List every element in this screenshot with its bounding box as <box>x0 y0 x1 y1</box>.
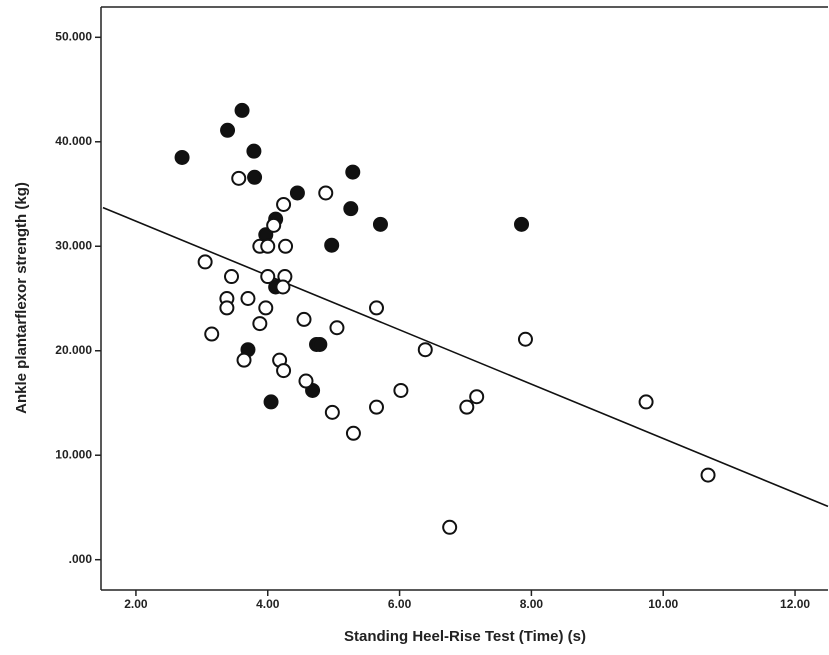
point <box>220 122 236 138</box>
x-tick-label: 4.00 <box>256 597 280 611</box>
point <box>204 326 220 342</box>
point <box>469 389 485 405</box>
point <box>258 300 274 316</box>
point <box>252 316 268 332</box>
point <box>174 149 190 165</box>
point <box>266 217 282 233</box>
point <box>275 279 291 295</box>
point <box>329 320 345 336</box>
fit-line <box>102 206 829 508</box>
point <box>236 352 252 368</box>
point <box>276 363 292 379</box>
point <box>197 254 213 270</box>
point <box>219 300 235 316</box>
point <box>234 102 250 118</box>
point <box>289 185 305 201</box>
point <box>298 373 314 389</box>
point <box>459 399 475 415</box>
point <box>345 164 361 180</box>
point <box>231 170 247 186</box>
point <box>393 382 409 398</box>
point <box>296 311 312 327</box>
point <box>343 201 359 217</box>
point <box>369 399 385 415</box>
y-axis-title: Ankle plantarflexor strength (kg) <box>13 182 30 414</box>
point <box>260 269 276 285</box>
x-tick-label: 8.00 <box>520 597 544 611</box>
y-tick-label: 50.000 <box>55 29 92 43</box>
point <box>276 196 292 212</box>
point <box>260 238 276 254</box>
point <box>514 216 530 232</box>
point <box>517 331 533 347</box>
x-tick-label: 2.00 <box>124 597 148 611</box>
point <box>263 394 279 410</box>
point <box>700 467 716 483</box>
point <box>318 185 334 201</box>
point <box>246 143 262 159</box>
point <box>372 216 388 232</box>
point <box>278 238 294 254</box>
x-tick-label: 6.00 <box>388 597 412 611</box>
point <box>417 342 433 358</box>
x-axis-title: Standing Heel-Rise Test (Time) (s) <box>344 628 586 645</box>
y-tick-label: 30.000 <box>55 238 92 252</box>
point <box>324 237 340 253</box>
y-tick-label: 40.000 <box>55 134 92 148</box>
x-tick-label: 12.00 <box>780 597 810 611</box>
x-tick-label: 10.00 <box>648 597 678 611</box>
y-tick-label: 20.000 <box>55 343 92 357</box>
y-tick-label: 10.000 <box>55 447 92 461</box>
point <box>369 300 385 316</box>
y-tick-label: .000 <box>69 552 93 566</box>
point <box>345 425 361 441</box>
point <box>638 394 654 410</box>
point <box>324 404 340 420</box>
point <box>247 169 263 185</box>
point <box>442 519 458 535</box>
point <box>312 336 328 352</box>
point <box>224 269 240 285</box>
point <box>240 291 256 306</box>
